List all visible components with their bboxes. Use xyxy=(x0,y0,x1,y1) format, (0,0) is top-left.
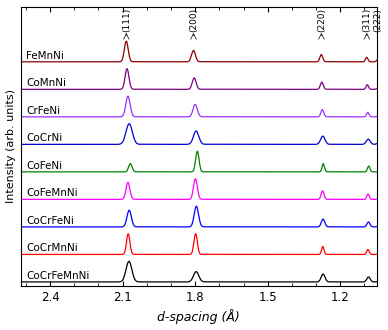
X-axis label: d-spacing (Å): d-spacing (Å) xyxy=(158,310,240,324)
Text: (220): (220) xyxy=(317,8,326,32)
Text: CoCrMnNi: CoCrMnNi xyxy=(26,243,78,253)
Text: (222): (222) xyxy=(374,8,383,32)
Text: (311): (311) xyxy=(362,8,371,32)
Text: CoFeNi: CoFeNi xyxy=(26,161,62,171)
Y-axis label: Intensity (arb. units): Intensity (arb. units) xyxy=(5,89,16,203)
Text: CoMnNi: CoMnNi xyxy=(26,78,66,88)
Text: (200): (200) xyxy=(189,8,198,32)
Text: CoCrFeMnNi: CoCrFeMnNi xyxy=(26,271,89,281)
Text: CoCrFeNi: CoCrFeNi xyxy=(26,216,74,226)
Text: FeMnNi: FeMnNi xyxy=(26,51,64,61)
Text: CoFeMnNi: CoFeMnNi xyxy=(26,188,78,198)
Text: CrFeNi: CrFeNi xyxy=(26,106,60,116)
Text: (111): (111) xyxy=(122,8,131,32)
Text: CoCrNi: CoCrNi xyxy=(26,133,62,143)
